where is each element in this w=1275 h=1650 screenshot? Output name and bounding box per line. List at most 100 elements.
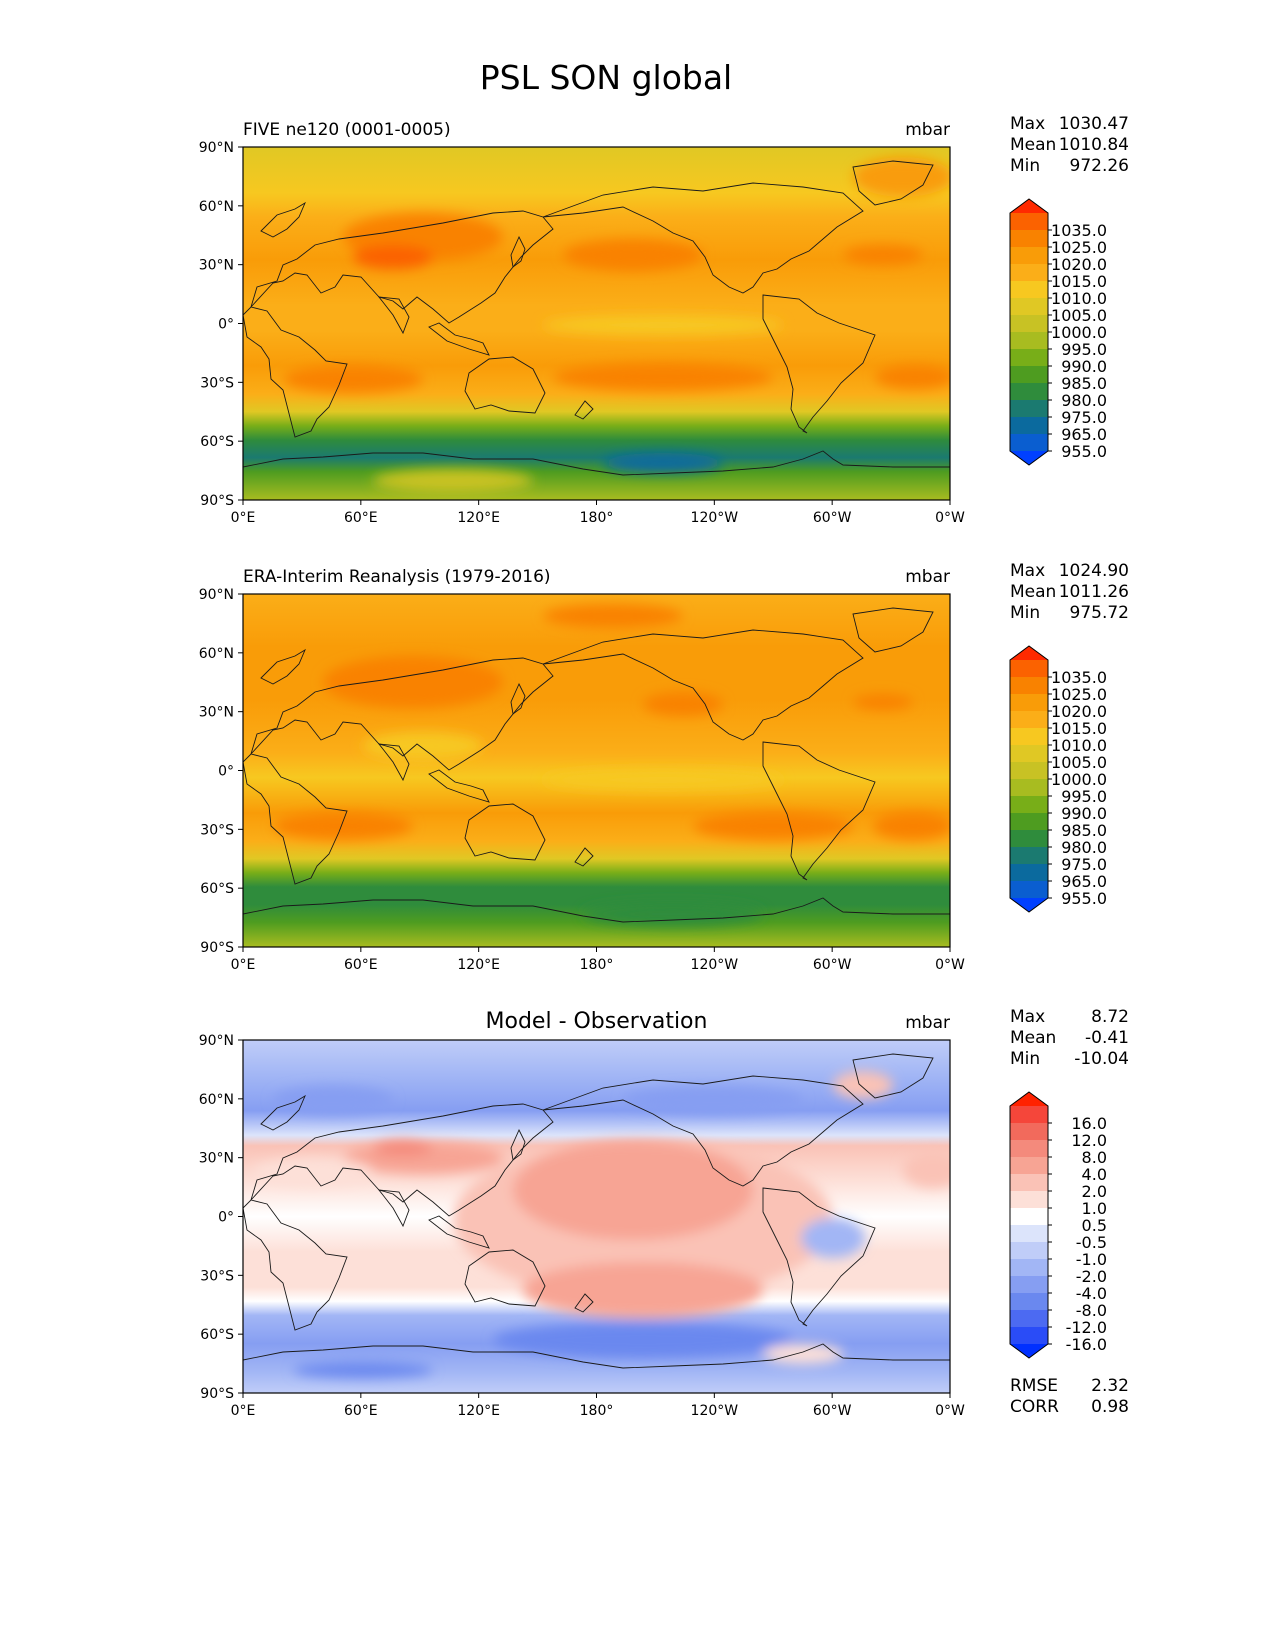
colorbar-label: 975.0 xyxy=(1061,855,1107,874)
colorbar-band xyxy=(1010,830,1048,848)
colorbar-label: 955.0 xyxy=(1061,442,1107,461)
colorbar-band xyxy=(1010,1106,1048,1124)
corr-value: 0.98 xyxy=(1091,1397,1129,1417)
colorbar-label: 12.0 xyxy=(1071,1131,1107,1150)
stat-label-mean: Mean xyxy=(1010,582,1056,602)
colorbar-label: -2.0 xyxy=(1076,1267,1107,1286)
colorbar-band xyxy=(1010,298,1048,316)
field-base xyxy=(243,594,950,947)
x-tick-label: 180° xyxy=(580,957,614,973)
x-tick-label: 60°W xyxy=(813,1403,852,1419)
y-tick-label: 60°N xyxy=(199,199,234,215)
colorbar-band xyxy=(1010,779,1048,797)
stat-value-mean: 1010.84 xyxy=(1059,135,1129,155)
colorbar: 1035.01025.01020.01015.01010.01005.01000… xyxy=(1009,645,1107,913)
stat-label-min: Min xyxy=(1010,603,1040,623)
colorbar-band xyxy=(1010,1208,1048,1226)
colorbar-label: 8.0 xyxy=(1082,1148,1107,1167)
colorbar-band xyxy=(1010,728,1048,746)
stat-label-max: Max xyxy=(1010,1007,1045,1027)
y-tick-label: 90°S xyxy=(200,493,234,509)
colorbar-label: 985.0 xyxy=(1061,821,1107,840)
y-tick-label: 0° xyxy=(218,1210,234,1226)
colorbar-label: -16.0 xyxy=(1066,1335,1107,1354)
stat-value-max: 1024.90 xyxy=(1059,561,1129,581)
colorbar-band xyxy=(1010,847,1048,865)
colorbar-band xyxy=(1010,366,1048,384)
colorbar-band xyxy=(1010,813,1048,831)
stat-label-mean: Mean xyxy=(1010,1028,1056,1048)
panel-title: Model - Observation xyxy=(486,1009,708,1034)
x-tick-label: 60°W xyxy=(813,510,852,526)
y-tick-label: 60°N xyxy=(199,646,234,662)
x-tick-label: 120°W xyxy=(691,510,739,526)
colorbar-label: 1010.0 xyxy=(1051,736,1107,755)
colorbar-label: 965.0 xyxy=(1061,425,1107,444)
stat-value-mean: -0.41 xyxy=(1085,1028,1129,1048)
colorbar-band xyxy=(1010,383,1048,401)
y-tick-label: 30°S xyxy=(200,822,234,838)
panel-diff: Model - Observation mbar 90°N 60°N 30°N 0° 30°… xyxy=(199,1007,1129,1419)
colorbar-label: -1.0 xyxy=(1076,1250,1107,1269)
y-tick-label: 90°N xyxy=(199,587,234,603)
colorbar-label: 955.0 xyxy=(1061,889,1107,908)
x-tick-label: 180° xyxy=(580,1403,614,1419)
x-tick-label: 120°E xyxy=(457,1403,500,1419)
x-tick-label: 180° xyxy=(580,510,614,526)
colorbar-band xyxy=(1010,796,1048,814)
colorbar-label: -12.0 xyxy=(1066,1318,1107,1337)
colorbar-label: 1000.0 xyxy=(1051,323,1107,342)
colorbar-band xyxy=(1010,213,1048,231)
y-tick-label: 30°S xyxy=(200,1268,234,1284)
colorbar-band xyxy=(1010,660,1048,678)
units-label: mbar xyxy=(905,1013,950,1033)
colorbar-band xyxy=(1010,1310,1048,1328)
colorbar-label: 980.0 xyxy=(1061,391,1107,410)
colorbar-band xyxy=(1010,1191,1048,1209)
colorbar-band xyxy=(1010,745,1048,763)
y-tick-label: 90°S xyxy=(200,940,234,956)
y-tick-label: 0° xyxy=(218,317,234,333)
colorbar-extend-top xyxy=(1010,646,1048,660)
colorbar-label: 1020.0 xyxy=(1051,702,1107,721)
stat-value-max: 8.72 xyxy=(1091,1007,1129,1027)
colorbar-band xyxy=(1010,230,1048,248)
y-tick-label: 90°N xyxy=(199,140,234,156)
panel-title: FIVE ne120 (0001-0005) xyxy=(243,120,451,140)
colorbar-extend-bottom xyxy=(1010,898,1048,912)
colorbar-band xyxy=(1010,1174,1048,1192)
map-field xyxy=(243,147,950,500)
colorbar-band xyxy=(1010,315,1048,333)
x-tick-label: 60°E xyxy=(344,510,378,526)
stat-value-min: 975.72 xyxy=(1070,603,1129,623)
colorbar-label: 1015.0 xyxy=(1051,272,1107,291)
x-tick-label: 0°E xyxy=(231,957,256,973)
stat-value-mean: 1011.26 xyxy=(1059,582,1129,602)
stat-value-max: 1030.47 xyxy=(1059,114,1129,134)
colorbar-band xyxy=(1010,881,1048,899)
panel-obs: ERA-Interim Reanalysis (1979-2016) mbar 90… xyxy=(199,561,1129,973)
rmse-label: RMSE xyxy=(1010,1376,1058,1396)
x-tick-label: 120°W xyxy=(691,1403,739,1419)
x-tick-label: 120°E xyxy=(457,957,500,973)
stat-value-min: 972.26 xyxy=(1070,156,1129,176)
colorbar-label: -0.5 xyxy=(1076,1233,1107,1252)
x-tick-label: 60°E xyxy=(344,1403,378,1419)
y-tick-label: 30°S xyxy=(200,375,234,391)
colorbar-extend-top xyxy=(1010,1092,1048,1106)
stat-label-min: Min xyxy=(1010,1049,1040,1069)
stat-value-min: -10.04 xyxy=(1074,1049,1129,1069)
colorbar-band xyxy=(1010,1259,1048,1277)
y-tick-label: 60°S xyxy=(200,881,234,897)
colorbar-label: 16.0 xyxy=(1071,1114,1107,1133)
x-tick-label: 120°E xyxy=(457,510,500,526)
colorbar-band xyxy=(1010,281,1048,299)
colorbar-label: 995.0 xyxy=(1061,787,1107,806)
colorbar-band xyxy=(1010,1293,1048,1311)
x-tick-label: 0°W xyxy=(935,510,965,526)
colorbar-band xyxy=(1010,400,1048,418)
panel-model: FIVE ne120 (0001-0005) mbar 90°N 60°N 30°N 0°… xyxy=(199,114,1129,526)
colorbar-label: 990.0 xyxy=(1061,804,1107,823)
x-tick-label: 120°W xyxy=(691,957,739,973)
map-field xyxy=(243,594,950,947)
